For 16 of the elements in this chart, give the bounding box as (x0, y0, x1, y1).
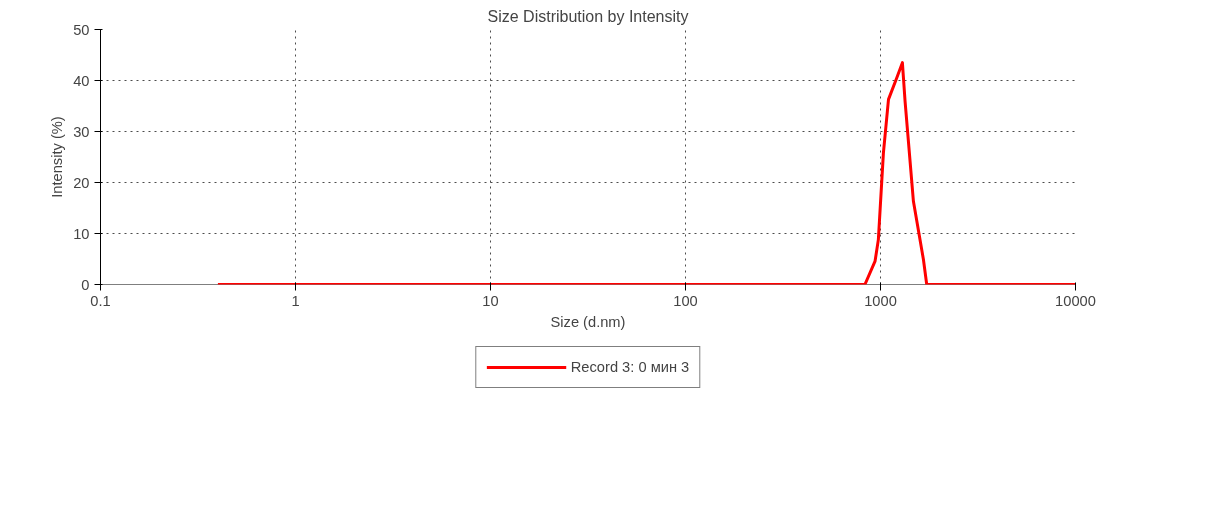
y-tick-label: 50 (73, 21, 90, 38)
y-tick-label: 30 (73, 123, 90, 140)
x-tick-label: 10 (482, 292, 499, 309)
y-axis-title: Intensity (%) (49, 116, 66, 198)
text: Record 3: 0 мин 3 (570, 359, 690, 375)
y-tick-label: 20 (73, 174, 90, 191)
y-tick-label: 40 (73, 72, 90, 89)
x-tick-label: 1 (291, 292, 300, 309)
chart-title: Size Distribution by Intensity (487, 7, 689, 25)
x-tick-label: 100 (673, 292, 698, 309)
y-tick-label: 10 (73, 225, 90, 242)
y-tick-label: 0 (81, 276, 90, 293)
x-tick-label: 1000 (864, 292, 897, 309)
x-axis-title: Size (d.nm) (550, 313, 626, 330)
x-tick-label: 10000 (1055, 292, 1096, 309)
x-tick-label: 0.1 (90, 292, 111, 309)
